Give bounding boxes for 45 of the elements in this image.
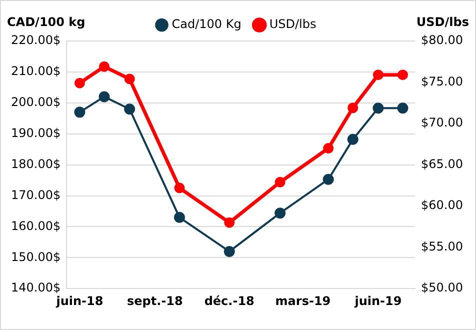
y-tick-label: 210.00$	[11, 64, 61, 78]
point	[74, 106, 86, 118]
y2-tick-label: $50.00	[421, 280, 464, 295]
y-tick-label: 160.00$	[11, 218, 61, 233]
point	[124, 74, 135, 84]
point	[174, 212, 185, 223]
y2-tick-label: $70.00	[421, 116, 464, 130]
x-tick-label: juin-18	[55, 294, 104, 308]
y2-axis-title: USD/lbs	[416, 15, 469, 30]
point	[98, 91, 110, 102]
y2-tick-label: $80.00	[421, 33, 464, 48]
point	[372, 70, 384, 80]
x-tick-label: déc.-18	[204, 294, 254, 308]
y2-tick-label: $55.00	[421, 239, 464, 254]
point	[174, 182, 185, 194]
y-tick-label: 140.00$	[11, 280, 61, 295]
point	[98, 61, 110, 72]
x-tick-label: mars-19	[275, 294, 331, 308]
point	[124, 104, 136, 115]
x-tick-label: sept.-18	[127, 294, 183, 308]
y-tick-label: 180.00$	[11, 156, 61, 171]
point	[397, 70, 408, 80]
point	[323, 143, 334, 154]
y2-tick-label: $65.00	[421, 156, 464, 171]
y-tick-label: 220.00$	[11, 33, 61, 48]
point	[74, 78, 85, 88]
y-tick-label: 150.00$	[11, 250, 61, 264]
legend-label: USD/lbs	[269, 17, 316, 32]
point	[347, 134, 358, 145]
point	[372, 102, 384, 114]
point	[274, 176, 286, 188]
x-tick-label: juin-19	[354, 294, 402, 308]
y-tick-label: 200.00$	[11, 95, 61, 110]
y-tick-label: 170.00$	[11, 188, 61, 202]
y2-tick-label: $75.00	[421, 74, 464, 88]
point	[224, 246, 235, 257]
legend-label: Cad/100 Kg	[172, 17, 242, 32]
y2-tick-label: $60.00	[421, 198, 464, 212]
point	[274, 208, 286, 219]
point	[322, 174, 334, 185]
point	[224, 217, 235, 228]
y-axis-title: CAD/100 kg	[7, 15, 86, 30]
point	[397, 102, 408, 114]
point	[348, 102, 358, 114]
y-tick-label: 190.00$	[11, 126, 61, 140]
